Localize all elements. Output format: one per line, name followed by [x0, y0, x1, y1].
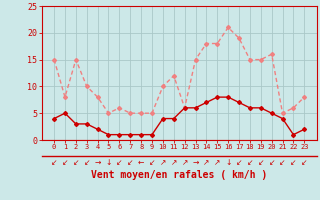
Text: ↗: ↗ — [171, 158, 177, 167]
Text: ↙: ↙ — [247, 158, 253, 167]
Text: ↗: ↗ — [181, 158, 188, 167]
Text: ↙: ↙ — [301, 158, 308, 167]
Text: ←: ← — [138, 158, 144, 167]
Text: ↓: ↓ — [105, 158, 112, 167]
Text: ↓: ↓ — [225, 158, 231, 167]
Text: →: → — [94, 158, 101, 167]
Text: ↙: ↙ — [268, 158, 275, 167]
Text: ↙: ↙ — [127, 158, 133, 167]
Text: ↙: ↙ — [149, 158, 155, 167]
X-axis label: Vent moyen/en rafales ( km/h ): Vent moyen/en rafales ( km/h ) — [91, 170, 267, 180]
Text: ↗: ↗ — [203, 158, 210, 167]
Text: →: → — [192, 158, 199, 167]
Text: ↙: ↙ — [84, 158, 90, 167]
Text: ↙: ↙ — [73, 158, 79, 167]
Text: ↗: ↗ — [160, 158, 166, 167]
Text: ↙: ↙ — [290, 158, 297, 167]
Text: ↙: ↙ — [279, 158, 286, 167]
Text: ↙: ↙ — [62, 158, 68, 167]
Text: ↗: ↗ — [214, 158, 220, 167]
Text: ↙: ↙ — [116, 158, 123, 167]
Text: ↙: ↙ — [236, 158, 242, 167]
Text: ↙: ↙ — [51, 158, 57, 167]
Text: ↙: ↙ — [258, 158, 264, 167]
